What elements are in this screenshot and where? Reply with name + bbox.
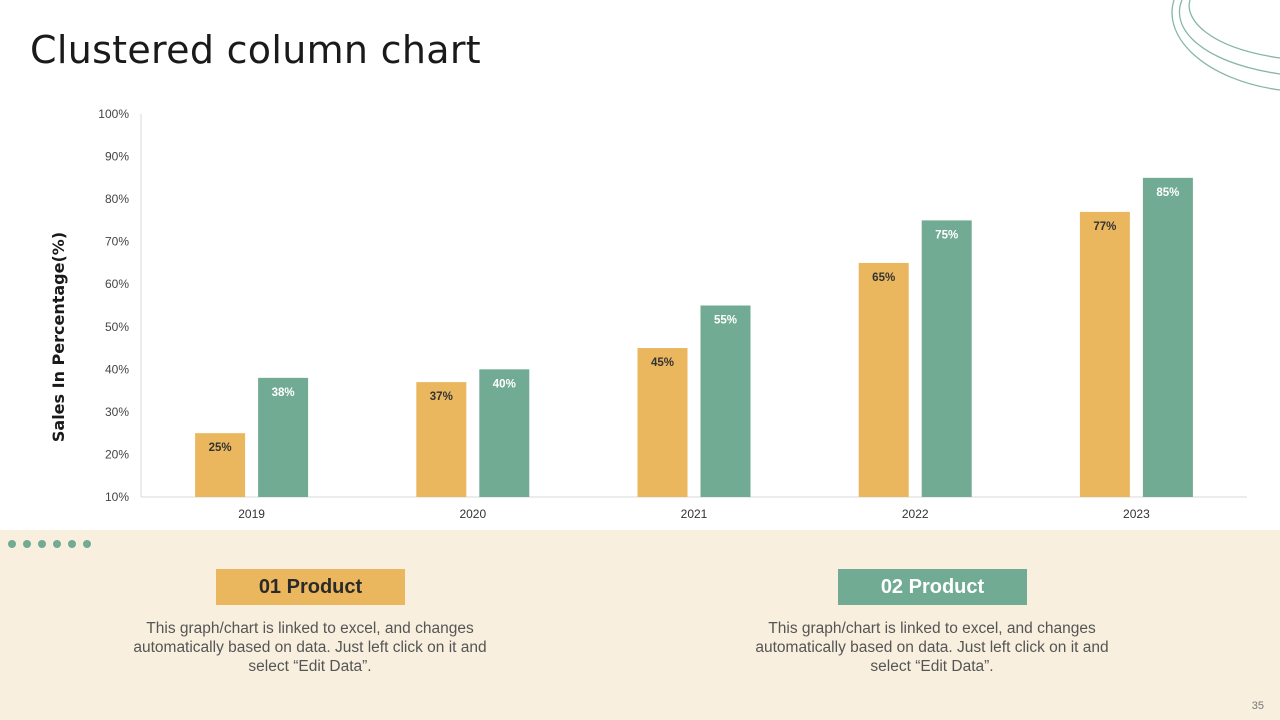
dot-6 (83, 540, 91, 548)
y-tick-label: 40% (105, 362, 129, 376)
product-1-description: This graph/chart is linked to excel, and… (133, 620, 487, 675)
bar-series-2-2022 (921, 220, 972, 497)
y-tick-label: 70% (105, 235, 129, 249)
dot-4 (53, 540, 61, 548)
y-tick-label: 20% (105, 447, 129, 461)
x-tick-label: 2019 (238, 507, 265, 521)
y-tick-label: 30% (105, 405, 129, 419)
slide-title: Clustered column chart (30, 28, 481, 72)
product-1-label: 01 Product (216, 569, 405, 605)
decorative-arcs (1171, 0, 1280, 91)
page-number: 35 (1251, 700, 1264, 712)
y-tick-label: 50% (105, 320, 129, 334)
data-label-series-2-2020: 40% (493, 378, 516, 390)
data-label-series-1-2020: 37% (430, 391, 453, 403)
data-label-series-2-2019: 38% (272, 387, 295, 399)
y-tick-label: 60% (105, 277, 129, 291)
y-tick-label: 80% (105, 192, 129, 206)
dot-2 (23, 540, 31, 548)
data-label-series-1-2022: 65% (872, 272, 895, 284)
bar-series-2-2019 (258, 377, 309, 497)
bar-series-1-2019 (195, 433, 246, 497)
product-2-description: This graph/chart is linked to excel, and… (755, 620, 1109, 675)
bar-series-1-2022 (858, 262, 909, 497)
bottom-band: 01 Product This graph/chart is linked to… (0, 530, 1280, 720)
x-tick-label: 2020 (459, 507, 486, 521)
data-label-series-1-2023: 77% (1093, 221, 1116, 233)
x-axis-ticks: 2019 2020 2021 2022 2023 (238, 507, 1150, 521)
bar-series-2-2021 (700, 305, 751, 497)
dot-5 (68, 540, 76, 548)
bar-series-1-2023 (1079, 211, 1130, 497)
y-tick-label: 10% (105, 490, 129, 504)
data-label-series-1-2021: 45% (651, 357, 674, 369)
x-tick-label: 2023 (1123, 507, 1150, 521)
dot-3 (38, 540, 46, 548)
bar-series-1-2021 (637, 348, 688, 497)
bar-series-2-2023 (1142, 177, 1193, 498)
data-label-series-2-2021: 55% (714, 315, 737, 327)
y-tick-label: 90% (105, 150, 129, 164)
bars: 25% 38% 37% 40% 45% 55% 65% 75% 77% 85% (195, 177, 1193, 498)
product-2-label: 02 Product (838, 569, 1027, 605)
clustered-column-chart: 10% 20% 30% 40% 50% 60% 70% 80% 90% 100% 2019 2020… (49, 107, 1247, 521)
y-axis-label: Sales In Percentage(%) (49, 232, 68, 442)
bar-series-1-2020 (416, 382, 467, 497)
y-tick-label: 100% (98, 107, 129, 121)
x-tick-label: 2022 (902, 507, 929, 521)
dot-1 (8, 540, 16, 548)
y-axis-ticks: 10% 20% 30% 40% 50% 60% 70% 80% 90% 100% (98, 107, 129, 504)
bar-series-2-2020 (479, 369, 530, 497)
data-label-series-1-2019: 25% (209, 442, 232, 454)
x-tick-label: 2021 (681, 507, 708, 521)
decorative-dots (8, 540, 91, 548)
data-label-series-2-2022: 75% (935, 229, 958, 241)
data-label-series-2-2023: 85% (1156, 187, 1179, 199)
